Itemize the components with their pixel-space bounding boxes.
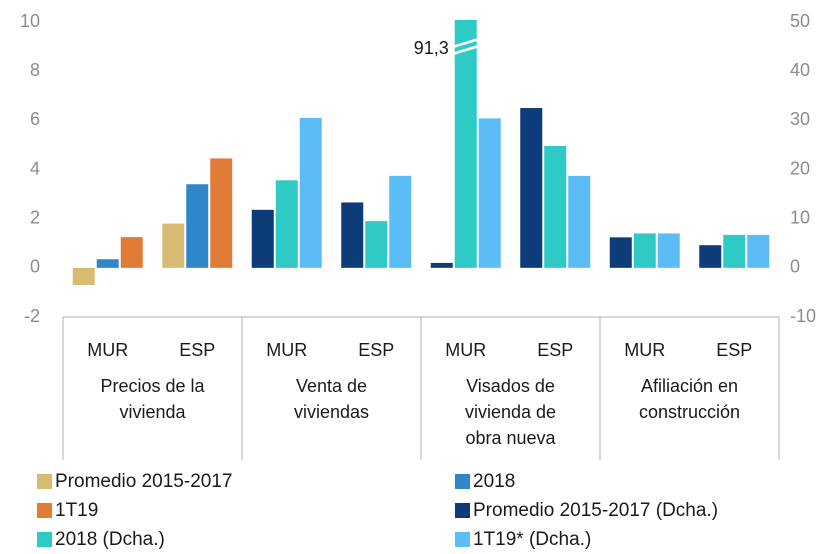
bar — [430, 262, 453, 268]
legend-swatch — [37, 474, 52, 489]
bar — [747, 234, 770, 268]
group-label: obra nueva — [465, 428, 556, 448]
bar — [341, 202, 364, 268]
bar — [478, 118, 501, 268]
bars — [72, 20, 770, 286]
break-mark — [452, 44, 480, 56]
bar — [186, 184, 209, 268]
x-tick-label: MUR — [624, 340, 665, 360]
bar — [120, 237, 143, 268]
break-mark — [452, 37, 480, 49]
group-label: Precios de la — [100, 376, 205, 396]
legend-swatch — [37, 503, 52, 518]
legend-label: Promedio 2015-2017 (Dcha.) — [473, 500, 718, 521]
x-tick-label: MUR — [445, 340, 486, 360]
bar — [275, 180, 298, 268]
y-tick-label: -2 — [24, 306, 40, 326]
bar — [699, 245, 722, 268]
bar — [544, 145, 567, 268]
x-tick-label: ESP — [179, 340, 215, 360]
bar — [365, 221, 388, 268]
bar — [520, 108, 543, 268]
bar — [210, 158, 233, 268]
y2-tick-label: 10 — [790, 207, 810, 227]
bar — [389, 175, 412, 268]
legend-swatch — [37, 532, 52, 547]
y2-tick-label: 20 — [790, 158, 810, 178]
y-tick-label: 4 — [30, 158, 40, 178]
x-tick-label: MUR — [87, 340, 128, 360]
y-tick-label: 0 — [30, 257, 40, 277]
group-label: vivienda — [119, 402, 186, 422]
legend-label: 1T19* (Dcha.) — [473, 529, 591, 550]
bar — [454, 20, 477, 268]
y2-tick-label: 50 — [790, 11, 810, 31]
x-tick-label: ESP — [358, 340, 394, 360]
bar — [723, 234, 746, 268]
group-label: Venta de — [296, 376, 367, 396]
bar — [299, 117, 322, 268]
bar — [251, 209, 274, 268]
y-tick-label: 6 — [30, 109, 40, 129]
y2-tick-label: 30 — [790, 109, 810, 129]
legend-swatch — [455, 474, 470, 489]
group-label: Afiliación en — [641, 376, 738, 396]
y2-tick-label: -10 — [790, 306, 816, 326]
legend-swatch — [455, 532, 470, 547]
bar — [96, 259, 119, 268]
value-label: 91,3 — [414, 38, 449, 58]
legend-label: 2018 (Dcha.) — [55, 529, 165, 550]
x-tick-label: ESP — [716, 340, 752, 360]
x-tick-label: MUR — [266, 340, 307, 360]
y-tick-label: 10 — [20, 11, 40, 31]
bar — [657, 233, 680, 268]
group-label: vivienda de — [465, 402, 556, 422]
legend-label: 2018 — [473, 471, 515, 492]
legend-swatch — [455, 503, 470, 518]
y2-tick-label: 40 — [790, 60, 810, 80]
legend-label: Promedio 2015-2017 — [55, 471, 232, 492]
bar — [162, 223, 185, 268]
legend-label: 1T19 — [55, 500, 98, 521]
group-label: viviendas — [294, 402, 369, 422]
y-tick-label: 8 — [30, 60, 40, 80]
bar — [72, 267, 95, 286]
group-label: Visados de — [466, 376, 555, 396]
x-tick-label: ESP — [537, 340, 573, 360]
bar — [609, 237, 632, 268]
y2-tick-label: 0 — [790, 257, 800, 277]
group-label: construcción — [639, 402, 740, 422]
bar — [633, 233, 656, 268]
bar — [568, 175, 591, 268]
y-tick-label: 2 — [30, 207, 40, 227]
